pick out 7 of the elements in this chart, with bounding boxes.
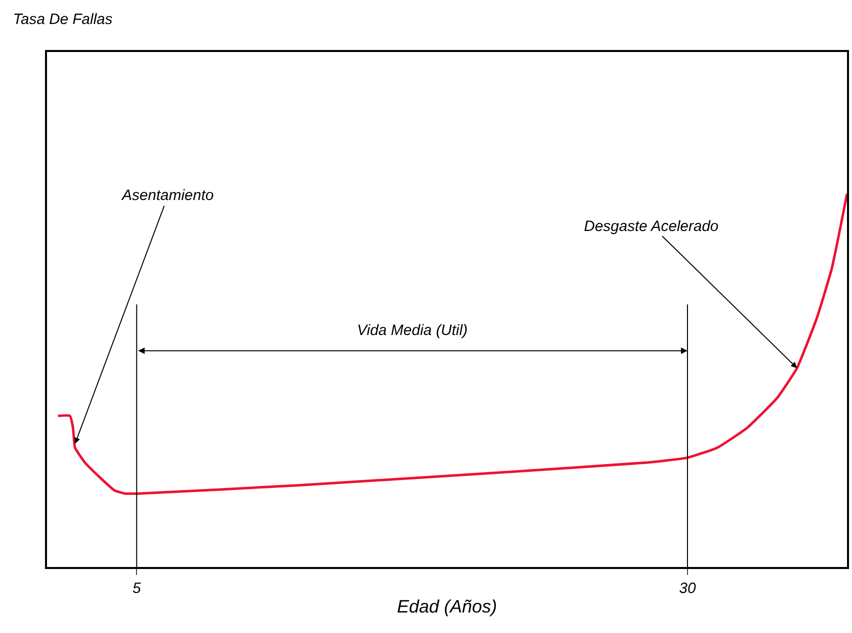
x-tick-label: 30 [679,580,696,597]
x-tick-label: 5 [132,580,142,597]
text: Tasa De Fallas [13,11,113,28]
annotation: Desgaste Acelerado [584,218,719,235]
annotation: Asentamiento [121,187,214,204]
x-axis-title: Edad (Años) [396,596,498,617]
annotation: Vida Media (Util) [357,322,468,339]
